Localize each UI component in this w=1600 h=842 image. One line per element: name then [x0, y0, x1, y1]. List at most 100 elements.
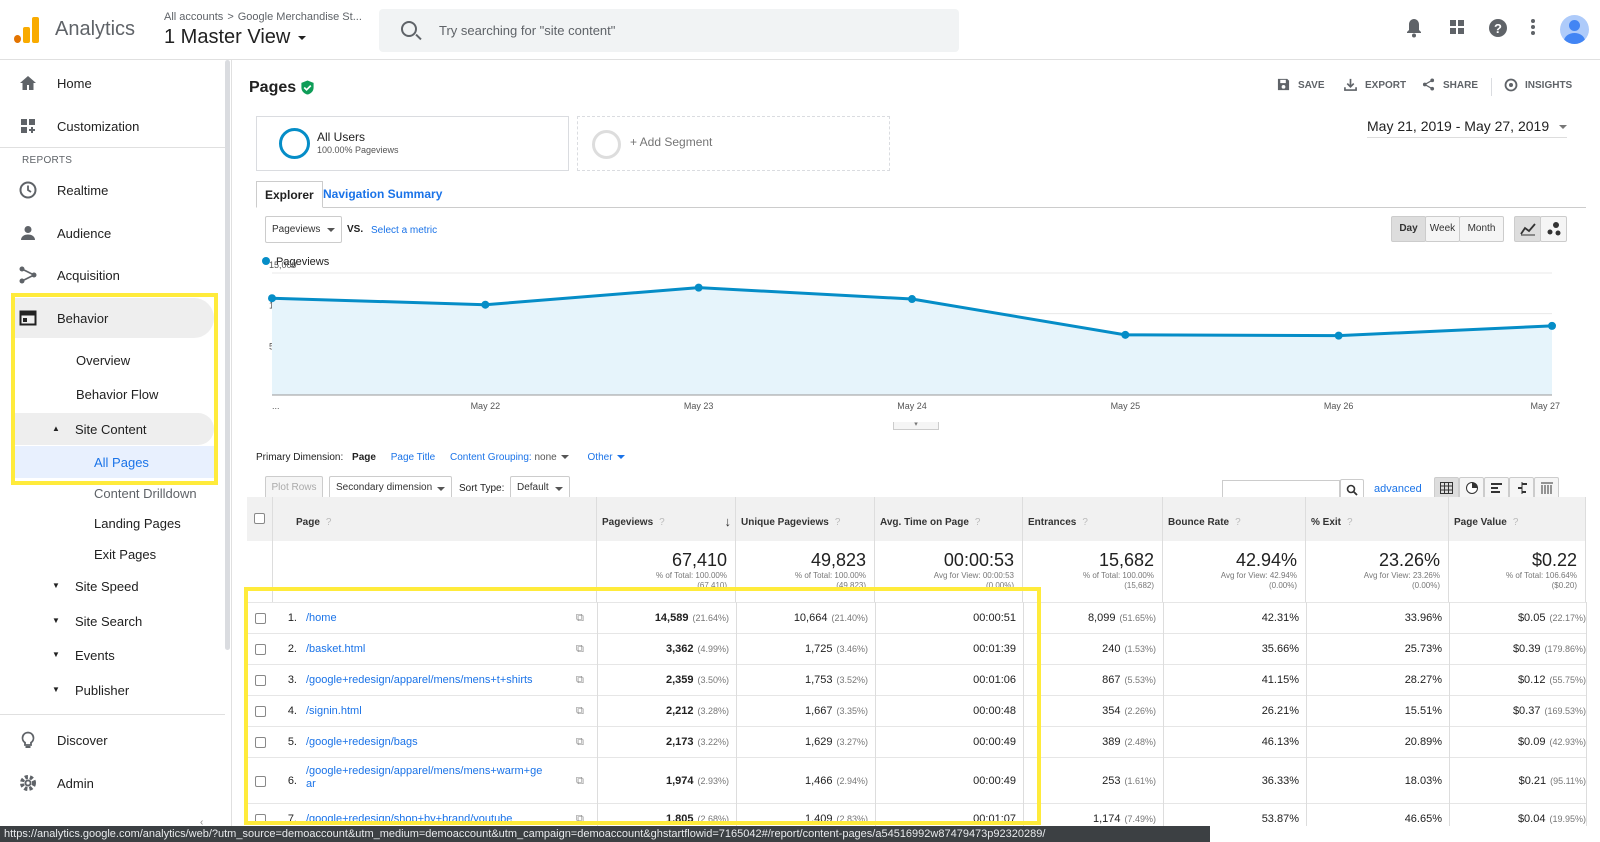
secondary-dimension-select[interactable]: Secondary dimension [329, 476, 452, 500]
granularity-month-button[interactable]: Month [1459, 216, 1504, 242]
table-row[interactable]: 4./signin.html ⧉ 2,212 (3.28%) 1,667 (3.35%) 0… [247, 695, 1587, 726]
header-unique-pageviews[interactable]: Unique Pageviews? [736, 497, 875, 541]
line-chart-toggle[interactable] [1514, 216, 1541, 242]
open-page-icon[interactable]: ⧉ [576, 736, 584, 748]
sidebar-item-customization[interactable]: Customization [0, 106, 220, 146]
account-breadcrumb[interactable]: All accounts > Google Merchandise St... [164, 11, 362, 23]
open-page-icon[interactable]: ⧉ [576, 775, 584, 787]
row-checkbox[interactable] [255, 737, 266, 748]
sidebar-item-content-drilldown[interactable]: Content Drilldown [94, 486, 197, 501]
sidebar-scrollbar[interactable] [225, 60, 230, 650]
sidebar-item-realtime[interactable]: Realtime [0, 170, 220, 210]
page-link[interactable]: /google+redesign/apparel/mens/mens+t+shi… [306, 674, 533, 686]
open-page-icon[interactable]: ⧉ [576, 705, 584, 717]
date-range-picker[interactable]: May 21, 2019 - May 27, 2019 [1367, 118, 1568, 134]
header-exit[interactable]: % Exit? [1306, 497, 1449, 541]
header-pageviews[interactable]: Pageviews? ↓ [597, 497, 736, 541]
page-link[interactable]: /home [306, 612, 337, 624]
advanced-filter-link[interactable]: advanced [1374, 483, 1422, 495]
data-point[interactable] [268, 294, 276, 303]
help-icon[interactable]: ? [1347, 517, 1353, 528]
row-checkbox[interactable] [255, 775, 266, 787]
tab-explorer[interactable]: Explorer [256, 181, 323, 208]
data-point[interactable] [694, 283, 703, 292]
content-grouping-label[interactable]: Content Grouping: [449, 452, 532, 463]
breadcrumb-property[interactable]: Google Merchandise St... [237, 11, 362, 23]
sidebar-item-audience[interactable]: Audience [0, 213, 220, 253]
row-checkbox[interactable] [255, 613, 266, 624]
open-page-icon[interactable]: ⧉ [576, 674, 584, 686]
save-button[interactable]: SAVE [1277, 78, 1325, 91]
table-row[interactable]: 6. /google+redesign/apparel/mens/mens+war… [247, 757, 1587, 803]
sidebar-item-publisher[interactable]: Publisher [75, 683, 130, 698]
account-avatar[interactable] [1560, 15, 1589, 44]
sidebar-collapse-icon[interactable]: ‹ [200, 817, 204, 828]
help-icon[interactable]: ? [1235, 517, 1241, 528]
dimension-page-title[interactable]: Page Title [390, 452, 436, 463]
view-performance-button[interactable] [1484, 477, 1509, 499]
help-icon[interactable]: ? [1487, 18, 1509, 40]
view-comparison-button[interactable] [1509, 477, 1534, 499]
apps-grid-icon[interactable] [1446, 18, 1468, 40]
view-table-button[interactable] [1434, 477, 1459, 499]
help-icon[interactable]: ? [834, 517, 841, 528]
more-vert-icon[interactable] [1522, 18, 1544, 40]
help-icon[interactable]: ? [1512, 517, 1519, 528]
select-all-checkbox[interactable] [254, 513, 265, 524]
content-grouping-value[interactable]: none [534, 452, 557, 463]
export-button[interactable]: EXPORT [1344, 78, 1406, 91]
analytics-logo[interactable] [14, 17, 40, 43]
sidebar-item-events[interactable]: Events [75, 648, 115, 663]
help-icon[interactable]: ? [974, 517, 981, 528]
help-icon[interactable]: ? [1082, 517, 1088, 528]
sidebar-item-home[interactable]: Home [0, 63, 220, 103]
granularity-day-button[interactable]: Day [1391, 216, 1426, 242]
header-entrances[interactable]: Entrances? [1023, 497, 1163, 541]
help-icon[interactable]: ? [659, 517, 665, 528]
table-row[interactable]: 5./google+redesign/bags ⧉ 2,173 (3.22%) 1,62… [247, 726, 1587, 757]
collapse-triangle-icon[interactable]: ▲ [52, 424, 60, 433]
expand-triangle-icon[interactable]: ▼ [52, 616, 60, 625]
data-point[interactable] [1334, 331, 1343, 340]
expand-triangle-icon[interactable]: ▼ [52, 650, 60, 659]
row-checkbox[interactable] [255, 675, 266, 686]
data-point[interactable] [908, 295, 916, 304]
data-point[interactable] [1121, 330, 1130, 339]
sidebar-item-site-speed[interactable]: Site Speed [75, 579, 139, 594]
open-page-icon[interactable]: ⧉ [576, 612, 584, 624]
table-row[interactable]: 7./google+redesign/shop+by+brand/youtube… [247, 803, 1587, 834]
search-input[interactable] [439, 19, 919, 41]
sidebar-item-admin[interactable]: Admin [0, 763, 220, 803]
metric-select[interactable]: Pageviews [265, 216, 342, 243]
view-selector[interactable]: 1 Master View [164, 26, 307, 49]
table-row[interactable]: 2./basket.html ⧉ 3,362 (4.99%) 1,725 (3.46%) 0… [247, 633, 1587, 664]
sidebar-item-exit-pages[interactable]: Exit Pages [94, 547, 157, 562]
other-dimension-link[interactable]: Other [587, 452, 613, 463]
help-icon[interactable]: ? [325, 517, 332, 528]
add-segment[interactable]: + Add Segment [577, 116, 890, 171]
sidebar-item-all-pages[interactable]: All Pages [94, 455, 149, 470]
sort-desc-icon[interactable]: ↓ [724, 514, 732, 529]
page-link[interactable]: /google+redesign/apparel/mens/mens+warm+… [306, 765, 566, 791]
sidebar-item-site-search[interactable]: Site Search [75, 614, 143, 629]
header-page[interactable]: Page? [273, 497, 597, 541]
sidebar-item-landing-pages[interactable]: Landing Pages [94, 516, 181, 531]
view-pie-button[interactable] [1459, 477, 1484, 499]
data-point[interactable] [1548, 321, 1556, 330]
row-checkbox[interactable] [255, 644, 266, 655]
notifications-icon[interactable] [1403, 18, 1425, 40]
select-metric-link[interactable]: Select a metric [371, 225, 438, 236]
page-link[interactable]: /signin.html [306, 705, 362, 717]
granularity-week-button[interactable]: Week [1425, 216, 1460, 242]
insights-button[interactable]: INSIGHTS [1504, 78, 1572, 92]
segment-all-users[interactable]: All Users 100.00% Pageviews [256, 116, 569, 171]
open-page-icon[interactable]: ⧉ [576, 643, 584, 655]
breadcrumb-accounts[interactable]: All accounts [164, 11, 224, 23]
header-avg-time[interactable]: Avg. Time on Page? [875, 497, 1023, 541]
expand-triangle-icon[interactable]: ▼ [52, 581, 60, 590]
tab-navigation-summary[interactable]: Navigation Summary [323, 187, 443, 201]
expand-triangle-icon[interactable]: ▼ [52, 685, 60, 694]
sidebar-item-behavior-flow[interactable]: Behavior Flow [76, 387, 159, 402]
chart-resize-handle[interactable]: ▾ [893, 421, 939, 430]
share-button[interactable]: SHARE [1422, 78, 1478, 91]
